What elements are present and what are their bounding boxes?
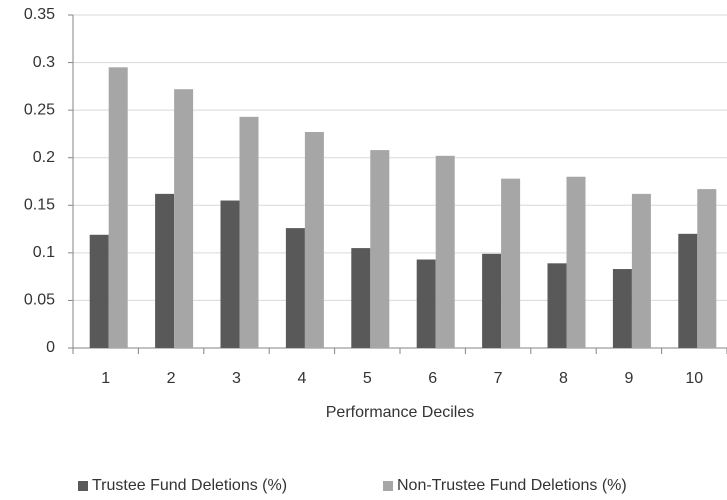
bar <box>416 259 436 348</box>
x-tick-label: 8 <box>559 370 568 387</box>
x-tick-label: 5 <box>363 370 372 387</box>
legend-swatch <box>78 481 88 491</box>
y-tick-label: 0.25 <box>24 101 55 118</box>
bar <box>435 155 455 348</box>
legend-label: Non-Trustee Fund Deletions (%) <box>397 477 627 494</box>
x-tick-label: 3 <box>232 370 241 387</box>
bar <box>612 269 632 348</box>
x-tick-label: 1 <box>101 370 110 387</box>
x-tick-label: 9 <box>624 370 633 387</box>
x-tick-label: 4 <box>297 370 306 387</box>
x-tick-label: 6 <box>428 370 437 387</box>
bar <box>566 176 586 348</box>
bar <box>678 233 698 348</box>
bar <box>304 132 324 348</box>
bar <box>351 248 371 348</box>
y-tick-label: 0 <box>46 339 55 356</box>
bar <box>108 67 128 348</box>
bar <box>174 89 194 348</box>
bar <box>220 200 240 348</box>
bar <box>697 189 717 348</box>
x-axis-label: Performance Deciles <box>326 404 475 421</box>
legend-swatch <box>383 481 393 491</box>
bar <box>631 193 651 348</box>
y-tick-label: 0.1 <box>33 244 55 261</box>
bar <box>370 150 390 348</box>
y-tick-label: 0.2 <box>33 149 55 166</box>
y-tick-label: 0.05 <box>24 292 55 309</box>
bar <box>239 116 259 348</box>
bar <box>482 253 502 348</box>
x-tick-label: 7 <box>494 370 503 387</box>
y-tick-label: 0.15 <box>24 197 55 214</box>
x-tick-label: 2 <box>167 370 176 387</box>
y-tick-label: 0.3 <box>33 54 55 71</box>
bar <box>547 263 567 348</box>
legend-label: Trustee Fund Deletions (%) <box>92 477 287 494</box>
bar <box>89 234 109 348</box>
x-tick-label: 10 <box>685 370 703 387</box>
y-tick-label: 0.35 <box>24 6 55 23</box>
bar <box>501 178 521 348</box>
bar <box>155 193 175 348</box>
bar <box>285 228 305 348</box>
